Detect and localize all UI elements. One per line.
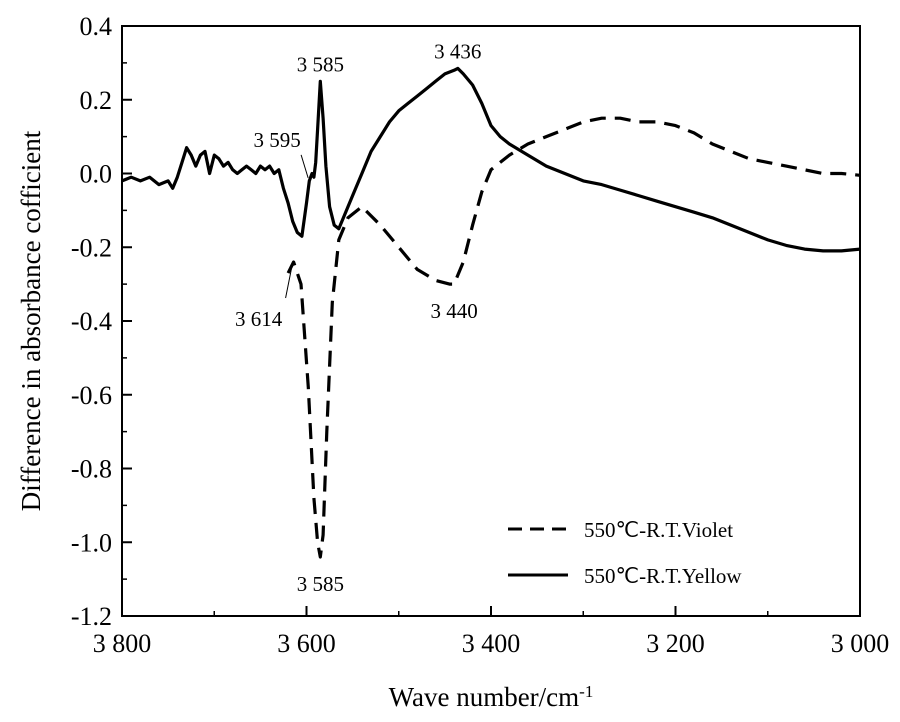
series-line-yellow xyxy=(121,66,861,253)
peak-annotation: 3 585 xyxy=(297,52,344,76)
x-tick-label: 3 200 xyxy=(646,629,705,658)
x-tick-labels: 3 800 3 600 3 400 3 200 3 000 xyxy=(93,629,890,658)
y-axis-title: Difference in absorbance cofficient xyxy=(16,130,46,511)
series-layer xyxy=(121,66,861,559)
y-tick-label: -1.2 xyxy=(71,602,112,631)
y-tick-label: -0.6 xyxy=(71,381,112,410)
y-tick-label: -1.0 xyxy=(71,528,112,557)
x-tick-label: 3 000 xyxy=(831,629,890,658)
y-tick-label: -0.4 xyxy=(71,307,112,336)
peak-annotation: 3 436 xyxy=(434,39,481,63)
annotation-layer: 3 585 3 436 3 595 3 614 3 440 3 585 xyxy=(235,39,481,596)
y-tick-label: 0.2 xyxy=(80,86,113,115)
axis-ticks xyxy=(121,25,861,617)
annotation-leader xyxy=(300,154,309,179)
peak-annotation: 3 585 xyxy=(297,572,344,596)
x-tick-label: 3 800 xyxy=(93,629,152,658)
annotation-leader xyxy=(285,267,293,299)
y-tick-label: -0.8 xyxy=(71,455,112,484)
series-line-violet xyxy=(286,116,861,559)
y-tick-label: 0.0 xyxy=(80,160,113,189)
peak-annotation: 3 614 xyxy=(235,307,283,331)
x-axis-title: Wave number/cm-1 xyxy=(389,682,594,713)
plot-frame xyxy=(121,25,861,617)
legend-label-yellow: 550℃-R.T.Yellow xyxy=(584,564,742,588)
x-axis-title-superscript: -1 xyxy=(579,682,593,701)
y-tick-label: 0.4 xyxy=(80,12,113,41)
peak-annotation: 3 595 xyxy=(253,128,300,152)
x-tick-label: 3 400 xyxy=(462,629,521,658)
y-tick-label: -0.2 xyxy=(71,233,112,262)
x-tick-label: 3 600 xyxy=(277,629,336,658)
y-tick-labels: 0.4 0.2 0.0 -0.2 -0.4 -0.6 -0.8 -1.0 -1.2 xyxy=(71,12,112,631)
legend-label-violet: 550℃-R.T.Violet xyxy=(584,518,733,542)
peak-annotation: 3 440 xyxy=(430,299,477,323)
legend: 550℃-R.T.Violet 550℃-R.T.Yellow xyxy=(508,518,742,588)
